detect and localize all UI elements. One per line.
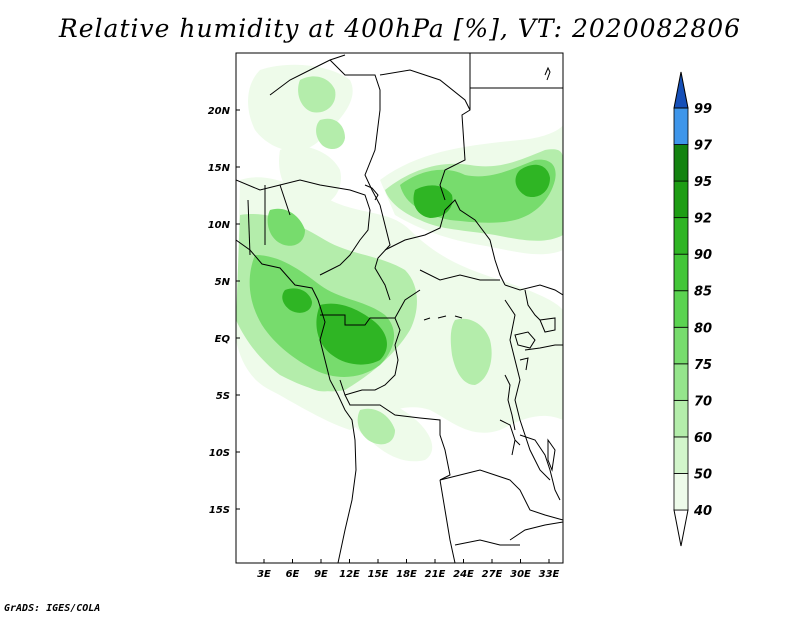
- colorbar-segment: [673, 290, 689, 328]
- colorbar-segment: [673, 473, 689, 511]
- lake-outlines: [423, 315, 556, 472]
- colorbar-label: 50: [694, 467, 712, 482]
- colorbar-top-arrow: [673, 71, 689, 109]
- colorbar-bottom-arrow: [673, 509, 689, 547]
- country-borders: [236, 53, 563, 563]
- grads-credit: GrADS: IGES/COLA: [4, 603, 101, 614]
- colorbar-segment: [673, 217, 689, 255]
- lon-label: 9E: [314, 569, 328, 580]
- lon-label: 21E: [425, 569, 446, 580]
- lon-label: 18E: [396, 569, 417, 580]
- lat-label: EQ: [215, 334, 231, 345]
- map-title: Relative humidity at 400hPa [%], VT: 202…: [58, 14, 742, 43]
- lon-label: 6E: [286, 569, 300, 580]
- colorbar-segment: [673, 144, 689, 182]
- colorbar-label: 90: [694, 248, 712, 263]
- lat-label: 5N: [215, 277, 231, 288]
- lon-label: 24E: [453, 569, 474, 580]
- lon-label: 30E: [510, 569, 531, 580]
- humidity-shading: [236, 64, 563, 462]
- lat-label: 5S: [216, 391, 230, 402]
- longitude-labels: 3E 6E 9E 12E 15E 18E 21E 24E 27E 30E 33E: [257, 559, 560, 580]
- colorbar-segment: [673, 107, 689, 145]
- colorbar-label: 85: [694, 285, 712, 300]
- colorbar-label: 75: [694, 358, 712, 373]
- lon-label: 27E: [482, 569, 503, 580]
- latitude-labels: 20N 15N 10N 5N EQ 5S 10S 15S: [208, 106, 240, 516]
- colorbar-segment: [673, 436, 689, 474]
- lat-label: 15N: [208, 163, 231, 174]
- colorbar-segment: [673, 253, 689, 292]
- colorbar-label: 70: [694, 394, 712, 409]
- colorbar-label: 95: [694, 175, 712, 190]
- colorbar-segment: [673, 326, 689, 365]
- lon-label: 15E: [368, 569, 389, 580]
- colorbar: 40 50 60 70 75 80 85 90 92 95 97 99: [673, 71, 713, 547]
- colorbar-label: 92: [694, 212, 712, 227]
- colorbar-segment: [673, 399, 689, 438]
- lat-label: 10S: [209, 448, 230, 459]
- lat-label: 15S: [209, 505, 230, 516]
- colorbar-label: 60: [694, 431, 712, 446]
- colorbar-label: 99: [694, 102, 712, 117]
- colorbar-segment: [673, 180, 689, 219]
- colorbar-segment: [673, 363, 689, 401]
- lon-label: 3E: [257, 569, 271, 580]
- map-frame: [235, 52, 564, 564]
- colorbar-label: 40: [693, 504, 712, 519]
- lat-label: 20N: [208, 106, 231, 117]
- colorbar-label: 80: [694, 321, 712, 336]
- lon-label: 12E: [339, 569, 360, 580]
- lon-label: 33E: [539, 569, 560, 580]
- colorbar-label: 97: [694, 139, 713, 154]
- lat-label: 10N: [208, 220, 231, 231]
